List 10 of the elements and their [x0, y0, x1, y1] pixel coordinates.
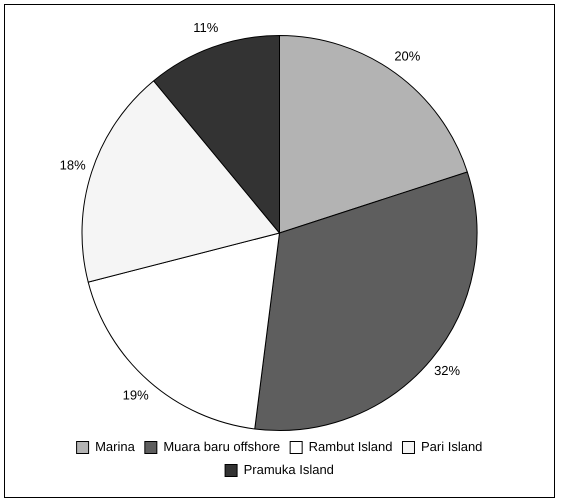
- legend-label: Rambut Island: [308, 439, 392, 454]
- data-label: 11%: [193, 20, 219, 35]
- legend-label: Marina: [95, 439, 136, 454]
- legend-label: Muara baru offshore: [163, 439, 280, 454]
- data-label: 18%: [60, 157, 86, 172]
- legend-label: Pramuka Island: [244, 462, 334, 478]
- legend-label: Pari Island: [420, 439, 482, 454]
- data-label: 32%: [434, 363, 461, 378]
- data-label: 19%: [122, 388, 150, 403]
- data-label: 20%: [394, 48, 421, 64]
